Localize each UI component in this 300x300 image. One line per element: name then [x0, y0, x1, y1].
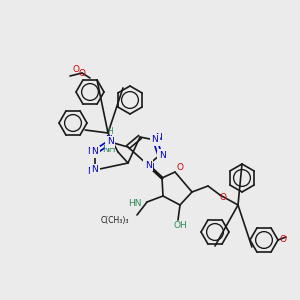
Text: HN: HN: [128, 200, 142, 208]
Text: O: O: [79, 68, 86, 77]
Text: N: N: [87, 148, 93, 157]
Text: N: N: [106, 137, 113, 146]
Text: N: N: [148, 164, 154, 172]
Text: N: N: [152, 136, 158, 145]
Text: H: H: [107, 128, 113, 136]
Text: OH: OH: [173, 221, 187, 230]
Text: O: O: [73, 64, 80, 74]
Text: O: O: [176, 163, 184, 172]
Text: NH: NH: [103, 146, 116, 154]
Text: N: N: [87, 167, 93, 176]
Text: N: N: [156, 134, 162, 142]
Text: N: N: [92, 166, 98, 175]
Text: N: N: [92, 148, 98, 157]
Text: N: N: [159, 151, 165, 160]
Text: C(CH₃)₃: C(CH₃)₃: [100, 215, 129, 224]
Text: O: O: [280, 236, 287, 244]
Text: N: N: [105, 134, 111, 143]
Text: N: N: [145, 160, 152, 169]
Text: O: O: [220, 193, 226, 202]
